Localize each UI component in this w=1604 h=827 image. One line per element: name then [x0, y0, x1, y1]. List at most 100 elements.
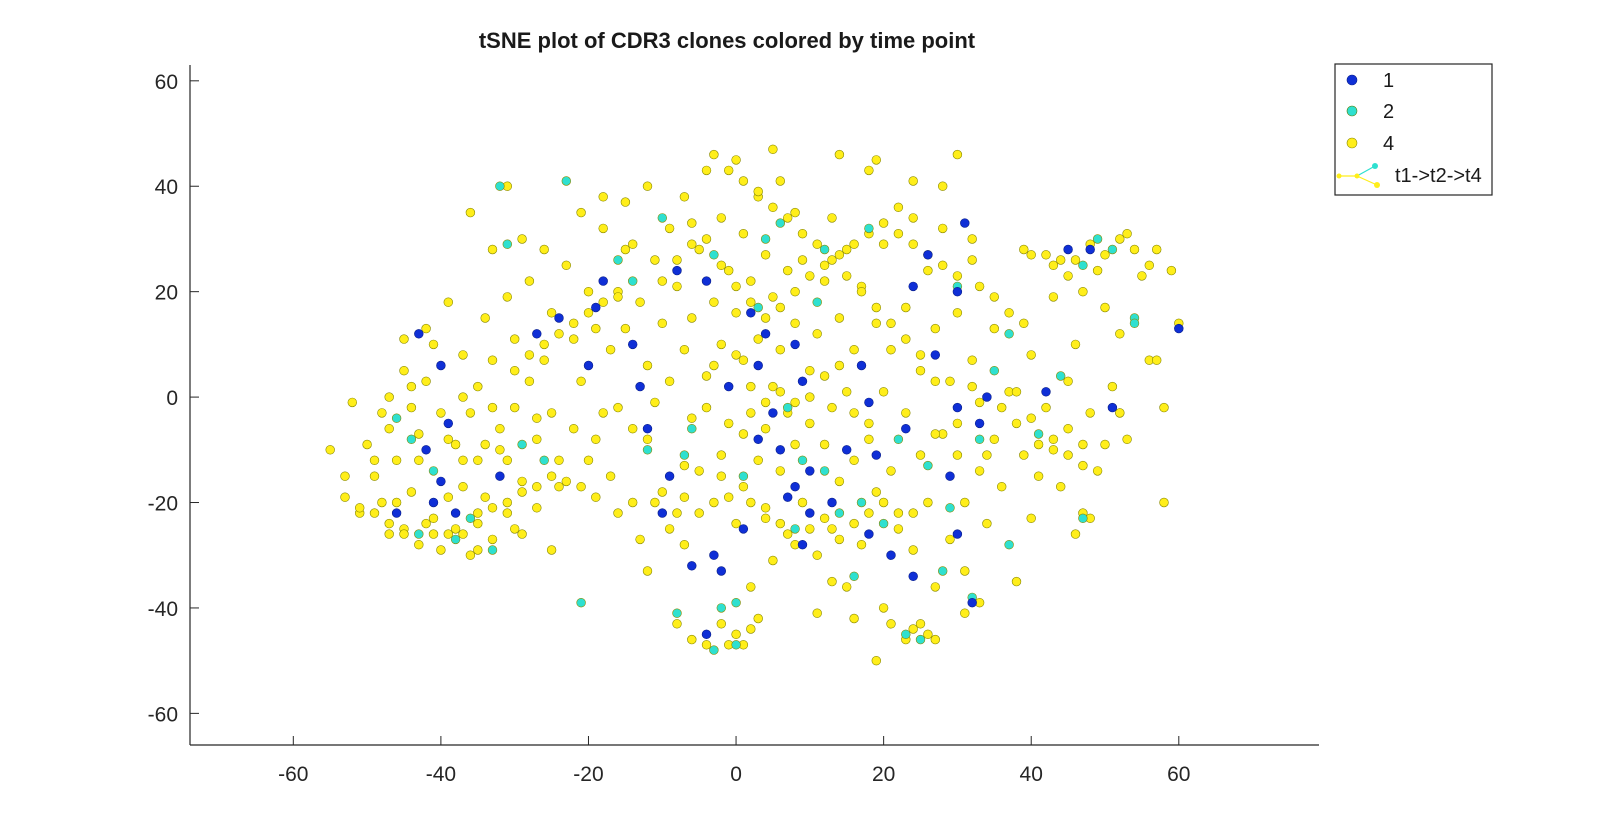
scatter-point-t4	[782, 213, 793, 223]
scatter-point-t4	[775, 518, 785, 529]
scatter-point-t4	[856, 539, 867, 550]
scatter-point-t4	[627, 424, 638, 434]
scatter-point-t4	[598, 297, 608, 307]
scatter-point-t4	[805, 418, 815, 429]
scatter-point-t4	[849, 518, 859, 529]
scatter-point-t4	[923, 265, 933, 276]
legend-marker-1	[1346, 74, 1358, 86]
scatter-point-t4	[760, 513, 771, 523]
scatter-point-t4	[775, 387, 785, 397]
scatter-point-t4	[1151, 355, 1162, 365]
scatter-point-t4	[841, 387, 852, 397]
scatter-point-t4	[1115, 408, 1125, 418]
scatter-point-t4	[443, 492, 453, 502]
chart-title: tSNE plot of CDR3 clones colored by time…	[479, 28, 976, 53]
scatter-point-t4	[517, 529, 527, 539]
scatter-point-t4	[989, 292, 999, 302]
scatter-point-t1	[967, 597, 977, 608]
scatter-point-t4	[1122, 434, 1132, 444]
scatter-point-t4	[465, 408, 476, 418]
x-tick-label: 60	[1167, 763, 1190, 786]
scatter-point-t1	[664, 471, 675, 481]
scatter-point-t1	[960, 218, 970, 228]
scatter-point-t4	[753, 186, 763, 197]
scatter-point-t4	[731, 281, 741, 292]
scatter-point-t4	[524, 276, 535, 286]
scatter-point-t1	[1174, 323, 1184, 334]
scatter-point-t1	[760, 329, 771, 339]
scatter-point-t4	[849, 345, 859, 355]
scatter-point-t1	[642, 424, 653, 434]
y-tick-label: 0	[166, 387, 178, 410]
scatter-point-t4	[377, 497, 387, 508]
scatter-point-t4	[583, 287, 594, 297]
scatter-point-t4	[450, 439, 461, 450]
scatter-point-t2	[1078, 260, 1088, 270]
scatter-point-t4	[1019, 318, 1029, 328]
scatter-point-t4	[650, 397, 660, 408]
x-tick-label: -60	[278, 763, 308, 786]
scatter-point-t4	[1063, 376, 1073, 386]
scatter-point-t1	[952, 287, 963, 297]
scatter-point-t1	[908, 571, 918, 581]
scatter-point-t2	[819, 466, 830, 476]
scatter-point-t4	[480, 492, 490, 502]
scatter-point-t2	[753, 302, 763, 313]
scatter-point-t2	[760, 234, 771, 244]
scatter-point-t4	[487, 355, 498, 365]
scatter-point-t4	[1070, 339, 1081, 350]
scatter-point-t4	[731, 629, 741, 639]
scatter-point-t4	[1033, 439, 1044, 450]
scatter-point-t4	[502, 292, 512, 302]
scatter-point-t1	[532, 329, 542, 339]
scatter-point-t4	[709, 360, 719, 371]
scatter-point-t4	[790, 207, 800, 218]
scatter-point-t1	[591, 302, 601, 313]
scatter-point-t4	[642, 360, 653, 371]
x-tick-label: 40	[1020, 763, 1043, 786]
scatter-point-t2	[974, 434, 985, 444]
scatter-point-t4	[664, 524, 675, 534]
scatter-point-t4	[731, 518, 741, 529]
scatter-point-t4	[1122, 229, 1132, 239]
scatter-point-t4	[510, 402, 520, 413]
scatter-point-t4	[657, 276, 667, 286]
scatter-point-t4	[1048, 434, 1059, 444]
scatter-point-t1	[805, 508, 815, 518]
scatter-point-t4	[790, 287, 800, 297]
scatter-point-t4	[1055, 482, 1066, 492]
scatter-point-t1	[790, 482, 800, 492]
scatter-point-t4	[746, 381, 756, 392]
scatter-point-t1	[495, 471, 505, 481]
scatter-point-t4	[473, 381, 483, 392]
scatter-point-t2	[864, 223, 874, 234]
scatter-point-t4	[340, 471, 350, 481]
scatter-point-t2	[406, 434, 417, 444]
x-tick-label: -40	[426, 763, 456, 786]
scatter-point-t4	[893, 508, 904, 518]
scatter-point-t2	[465, 513, 476, 523]
scatter-point-t4	[377, 408, 387, 418]
scatter-point-t4	[775, 345, 785, 355]
legend-marker-2	[1346, 105, 1358, 117]
scatter-point-t1	[428, 497, 439, 508]
scatter-point-t4	[952, 271, 963, 281]
scatter-point-t4	[694, 244, 704, 255]
scatter-point-t4	[480, 439, 490, 450]
scatter-point-t4	[502, 497, 512, 508]
scatter-point-t4	[399, 529, 409, 539]
scatter-point-t1	[908, 281, 918, 292]
scatter-point-t4	[841, 244, 852, 255]
scatter-point-t1	[775, 445, 785, 455]
scatter-point-t4	[841, 271, 852, 281]
scatter-point-t4	[406, 487, 417, 497]
scatter-point-t4	[1100, 439, 1110, 450]
scatter-point-t4	[598, 408, 608, 418]
scatter-point-t4	[546, 408, 557, 418]
scatter-point-t1	[871, 450, 881, 460]
scatter-point-t4	[517, 476, 527, 487]
scatter-point-t4	[797, 229, 808, 239]
scatter-point-t4	[694, 508, 704, 518]
legend[interactable]: 1 2 4 t1->t2->t4	[1334, 63, 1493, 196]
